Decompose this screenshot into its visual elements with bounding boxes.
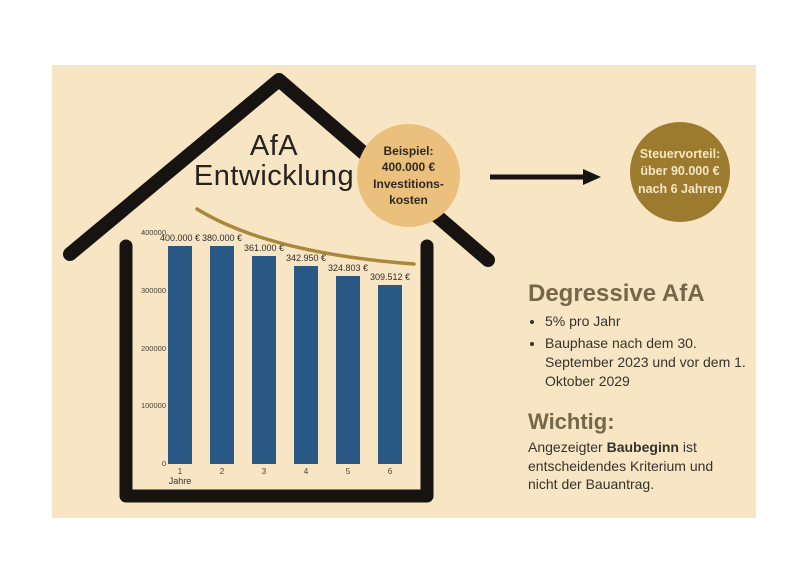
x-tick-label: 3 (261, 467, 267, 476)
steuervorteil-line-1: Steuervorteil: (639, 146, 721, 161)
beispiel-circle: Beispiel: 400.000 € Investitions- kosten (357, 124, 460, 227)
arrow-right-icon (490, 169, 601, 185)
steuervorteil-circle: Steuervorteil: über 90.000 € nach 6 Jahr… (630, 122, 730, 222)
bar-slot: 380.000 € (201, 233, 243, 464)
x-axis-label: Jahre (168, 476, 192, 486)
wichtig-text-suffix: ist entscheidendes Kriterium und nicht d… (528, 439, 714, 492)
beige-canvas: AfA Entwicklung Beispiel: 400.000 € Inve… (52, 65, 756, 518)
bar (210, 246, 234, 464)
bar-chart-plot: 400.000 €380.000 €361.000 €342.950 €324.… (159, 233, 411, 464)
trend-curve (195, 207, 416, 266)
bar (294, 266, 318, 464)
wichtig-text-bold: Baubeginn (606, 439, 679, 455)
beispiel-line-2: 400.000 € (381, 160, 436, 174)
bar-slot: 309.512 € (369, 233, 411, 464)
bullet-item: 5% pro Jahr (545, 312, 750, 331)
y-tick-label: 400000 (140, 228, 166, 237)
bar-value-label: 380.000 € (201, 233, 243, 243)
bar-slot: 400.000 € (159, 233, 201, 464)
y-tick-label: 200000 (140, 343, 166, 353)
x-tick-label: 5 (345, 467, 351, 476)
wichtig-paragraph: Angezeigter Baubeginn ist entscheidendes… (528, 438, 735, 494)
y-tick-label: 300000 (140, 285, 166, 295)
y-tick-label: 0 (161, 459, 166, 468)
beispiel-line-1: Beispiel: (383, 143, 434, 158)
y-axis: 0 100000 200000 300000 400000 (92, 65, 166, 518)
title-line-1: AfA (249, 130, 299, 162)
bar-value-label: 361.000 € (243, 243, 285, 253)
bar-slot: 361.000 € (243, 233, 285, 464)
bar-value-label: 342.950 € (285, 253, 327, 263)
x-axis-ticks: 1 2 3 4 5 6 (159, 467, 411, 476)
house-walls (119, 239, 434, 503)
x-tick-label: 6 (387, 467, 393, 476)
bar-slot: 342.950 € (285, 233, 327, 464)
degressive-afa-heading: Degressive AfA (528, 280, 705, 307)
bar-value-label: 309.512 € (369, 272, 411, 282)
bar (336, 276, 360, 464)
afa-bullet-list: 5% pro Jahr Bauphase nach dem 30. Septem… (528, 312, 750, 394)
beispiel-line-3: Investitions- (373, 176, 444, 191)
bar-slot: 324.803 € (327, 233, 369, 464)
y-tick-label: 100000 (140, 401, 166, 411)
bar-value-label: 324.803 € (327, 263, 369, 273)
x-tick-label: 4 (303, 467, 309, 476)
bar-value-label: 400.000 € (159, 233, 201, 243)
wichtig-heading: Wichtig: (528, 409, 615, 434)
bar (378, 285, 402, 464)
steuervorteil-line-3: nach 6 Jahren (637, 181, 723, 196)
wichtig-text-prefix: Angezeigter (528, 439, 607, 455)
steuervorteil-line-2: über 90.000 € (640, 164, 720, 179)
x-tick-label: 2 (219, 467, 225, 476)
title-line-2: Entwicklung (193, 160, 355, 192)
x-tick-label: 1 (177, 467, 183, 476)
bar (168, 246, 192, 464)
bar (252, 256, 276, 464)
page-title: AfA Entwicklung (154, 131, 394, 191)
bullet-item: Bauphase nach dem 30. September 2023 und… (545, 334, 750, 391)
beispiel-line-4: kosten (389, 193, 428, 207)
